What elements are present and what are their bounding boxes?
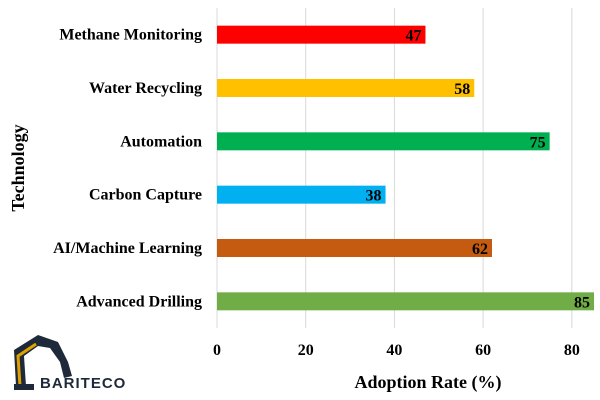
x-axis-title: Adoption Rate (%) [355,372,502,393]
bar [217,185,386,204]
bar [217,239,492,257]
category-label: Carbon Capture [89,187,202,204]
logo-text: BARITECO [40,375,126,392]
data-label: 58 [454,81,470,98]
data-label: 75 [530,134,546,151]
category-label: AI/Machine Learning [53,240,202,257]
category-label: Automation [120,133,202,150]
data-label: 62 [472,241,488,258]
gridlines [216,8,573,328]
x-tick-label: 0 [213,342,221,359]
bars: 47 58 75 38 62 85 [217,25,594,311]
x-tick-label: 60 [475,342,491,359]
category-label: Water Recycling [89,80,202,97]
x-tick-label: 80 [564,342,580,359]
excavator-icon [14,335,72,390]
bar [217,132,550,151]
logo: BARITECO [14,335,126,392]
x-tick-label: 40 [386,342,402,359]
category-label: Methane Monitoring [59,27,202,44]
data-label: 85 [574,294,590,311]
data-label: 47 [405,28,421,45]
y-axis-title: Technology [8,124,28,211]
x-tick-labels: 0 20 40 60 80 [213,342,580,359]
bar [217,25,426,44]
category-label: Advanced Drilling [76,293,202,310]
bar [217,292,594,311]
category-labels: Methane Monitoring Water Recycling Automat… [53,27,202,311]
x-tick-label: 20 [298,342,314,359]
bar [217,79,475,97]
data-label: 38 [366,188,382,205]
